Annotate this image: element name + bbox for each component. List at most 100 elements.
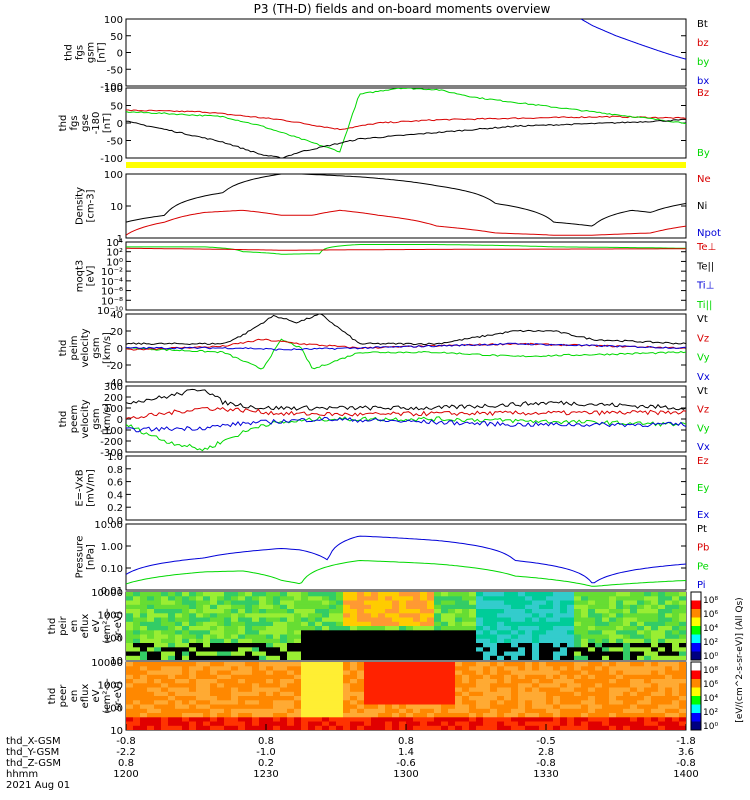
spectrogram-cell: [665, 683, 673, 689]
spectrogram-cell: [399, 683, 407, 689]
spectrogram-cell: [210, 638, 218, 644]
spectrogram-cell: [658, 613, 666, 619]
spectrogram-cell: [196, 617, 204, 623]
spectrogram-cell: [518, 721, 526, 727]
spectrogram-cell: [546, 643, 554, 648]
spectrogram-cell: [301, 670, 309, 676]
spectrogram-cell: [224, 621, 232, 627]
y-tick-label: 50: [110, 32, 123, 43]
spectrogram-cell: [133, 647, 141, 653]
spectrogram-cell: [273, 700, 281, 706]
spectrogram-cell: [637, 700, 645, 706]
spectrogram-cell: [168, 634, 176, 640]
spectrogram-cell: [595, 717, 603, 723]
spectrogram-cell: [238, 626, 246, 631]
spectrogram-cell: [357, 596, 365, 602]
spectrogram-cell: [140, 708, 148, 714]
spectrogram-cell: [525, 674, 533, 680]
spectrogram-cell: [364, 613, 372, 619]
spectrogram-cell: [448, 655, 456, 660]
spectrogram-cell: [434, 721, 442, 727]
spectrogram-cell: [273, 634, 281, 640]
x-tick-value: -2.2: [116, 747, 136, 758]
spectrogram-cell: [147, 687, 155, 693]
spectrogram-cell: [588, 713, 596, 718]
spectrogram-cell: [630, 613, 638, 619]
spectrogram-cell: [539, 700, 547, 706]
spectrogram-cell: [455, 634, 463, 640]
spectrogram-cell: [217, 713, 225, 718]
spectrogram-cell: [679, 696, 686, 701]
spectrogram-cell: [231, 687, 239, 693]
y-tick-label: 10⁻⁴: [101, 277, 123, 288]
spectrogram-cell: [427, 674, 435, 680]
spectrogram-cell: [448, 630, 456, 636]
spectrogram-cell: [308, 630, 316, 636]
spectrogram-cell: [427, 651, 435, 657]
spectrogram-cell: [364, 708, 372, 714]
spectrogram-cell: [231, 596, 239, 602]
spectrogram-cell: [616, 621, 624, 627]
spectrogram-cell: [259, 630, 267, 636]
spectrogram-cell: [364, 596, 372, 602]
spectrogram-cell: [203, 687, 211, 693]
spectrogram-cell: [189, 630, 197, 636]
spectrogram-cell: [616, 655, 624, 660]
spectrogram-cell: [238, 592, 246, 597]
spectrogram-cell: [266, 666, 274, 672]
spectrogram-cell: [588, 662, 596, 667]
spectrogram-cell: [623, 721, 631, 727]
spectrogram-cell: [273, 687, 281, 693]
spectrogram-cell: [448, 670, 456, 676]
spectrogram-cell: [378, 630, 386, 636]
spectrogram-cell: [336, 708, 344, 714]
colorbar-tick-label: 10²: [703, 708, 718, 718]
spectrogram-cell: [350, 655, 358, 660]
spectrogram-cell: [427, 655, 435, 660]
spectrogram-cell: [511, 626, 519, 631]
spectrogram-cell: [462, 679, 470, 684]
x-axis-row-label: thd_X-GSM: [6, 736, 61, 747]
spectrogram-cell: [357, 704, 365, 710]
spectrogram-cell: [154, 700, 162, 706]
spectrogram-cell: [448, 651, 456, 657]
spectrogram-cell: [434, 609, 442, 614]
spectrogram-cell: [497, 674, 505, 680]
spectrogram-cell: [182, 634, 190, 640]
spectrogram-cell: [672, 696, 680, 701]
spectrogram-cell: [406, 647, 414, 653]
spectrogram-cell: [637, 674, 645, 680]
y-tick-label: 1.0: [107, 452, 123, 463]
legend-by: by: [697, 57, 709, 68]
spectrogram-cell: [357, 725, 365, 730]
spectrogram-cell: [154, 666, 162, 672]
spectrogram-cell: [658, 683, 666, 689]
spectrogram-cell: [413, 691, 421, 697]
spectrogram-cell: [357, 700, 365, 706]
x-tick-value: 0.8: [118, 758, 134, 769]
spectrogram-cell: [616, 662, 624, 667]
spectrogram-cell: [560, 609, 568, 614]
spectrogram-cell: [581, 643, 589, 648]
spectrogram-cell: [273, 708, 281, 714]
spectrogram-cell: [315, 700, 323, 706]
spectrogram-cell: [196, 670, 204, 676]
spectrogram-cell: [588, 666, 596, 672]
spectrogram-cell: [203, 674, 211, 680]
spectrogram-cell: [462, 630, 470, 636]
spectrogram-cell: [518, 700, 526, 706]
spectrogram-cell: [245, 613, 253, 619]
spectrogram-cell: [364, 704, 372, 710]
spectrogram-cell: [560, 696, 568, 701]
spectrogram-cell: [203, 634, 211, 640]
spectrogram-cell: [595, 621, 603, 627]
spectrogram-cell: [679, 621, 686, 627]
spectrogram-cell: [385, 592, 393, 597]
spectrogram-cell: [483, 687, 491, 693]
spectrogram-cell: [203, 683, 211, 689]
spectrogram-cell: [189, 670, 197, 676]
spectrogram-cell: [329, 708, 337, 714]
spectrogram-cell: [658, 638, 666, 644]
spectrogram-cell: [133, 651, 141, 657]
spectrogram-cell: [294, 670, 302, 676]
